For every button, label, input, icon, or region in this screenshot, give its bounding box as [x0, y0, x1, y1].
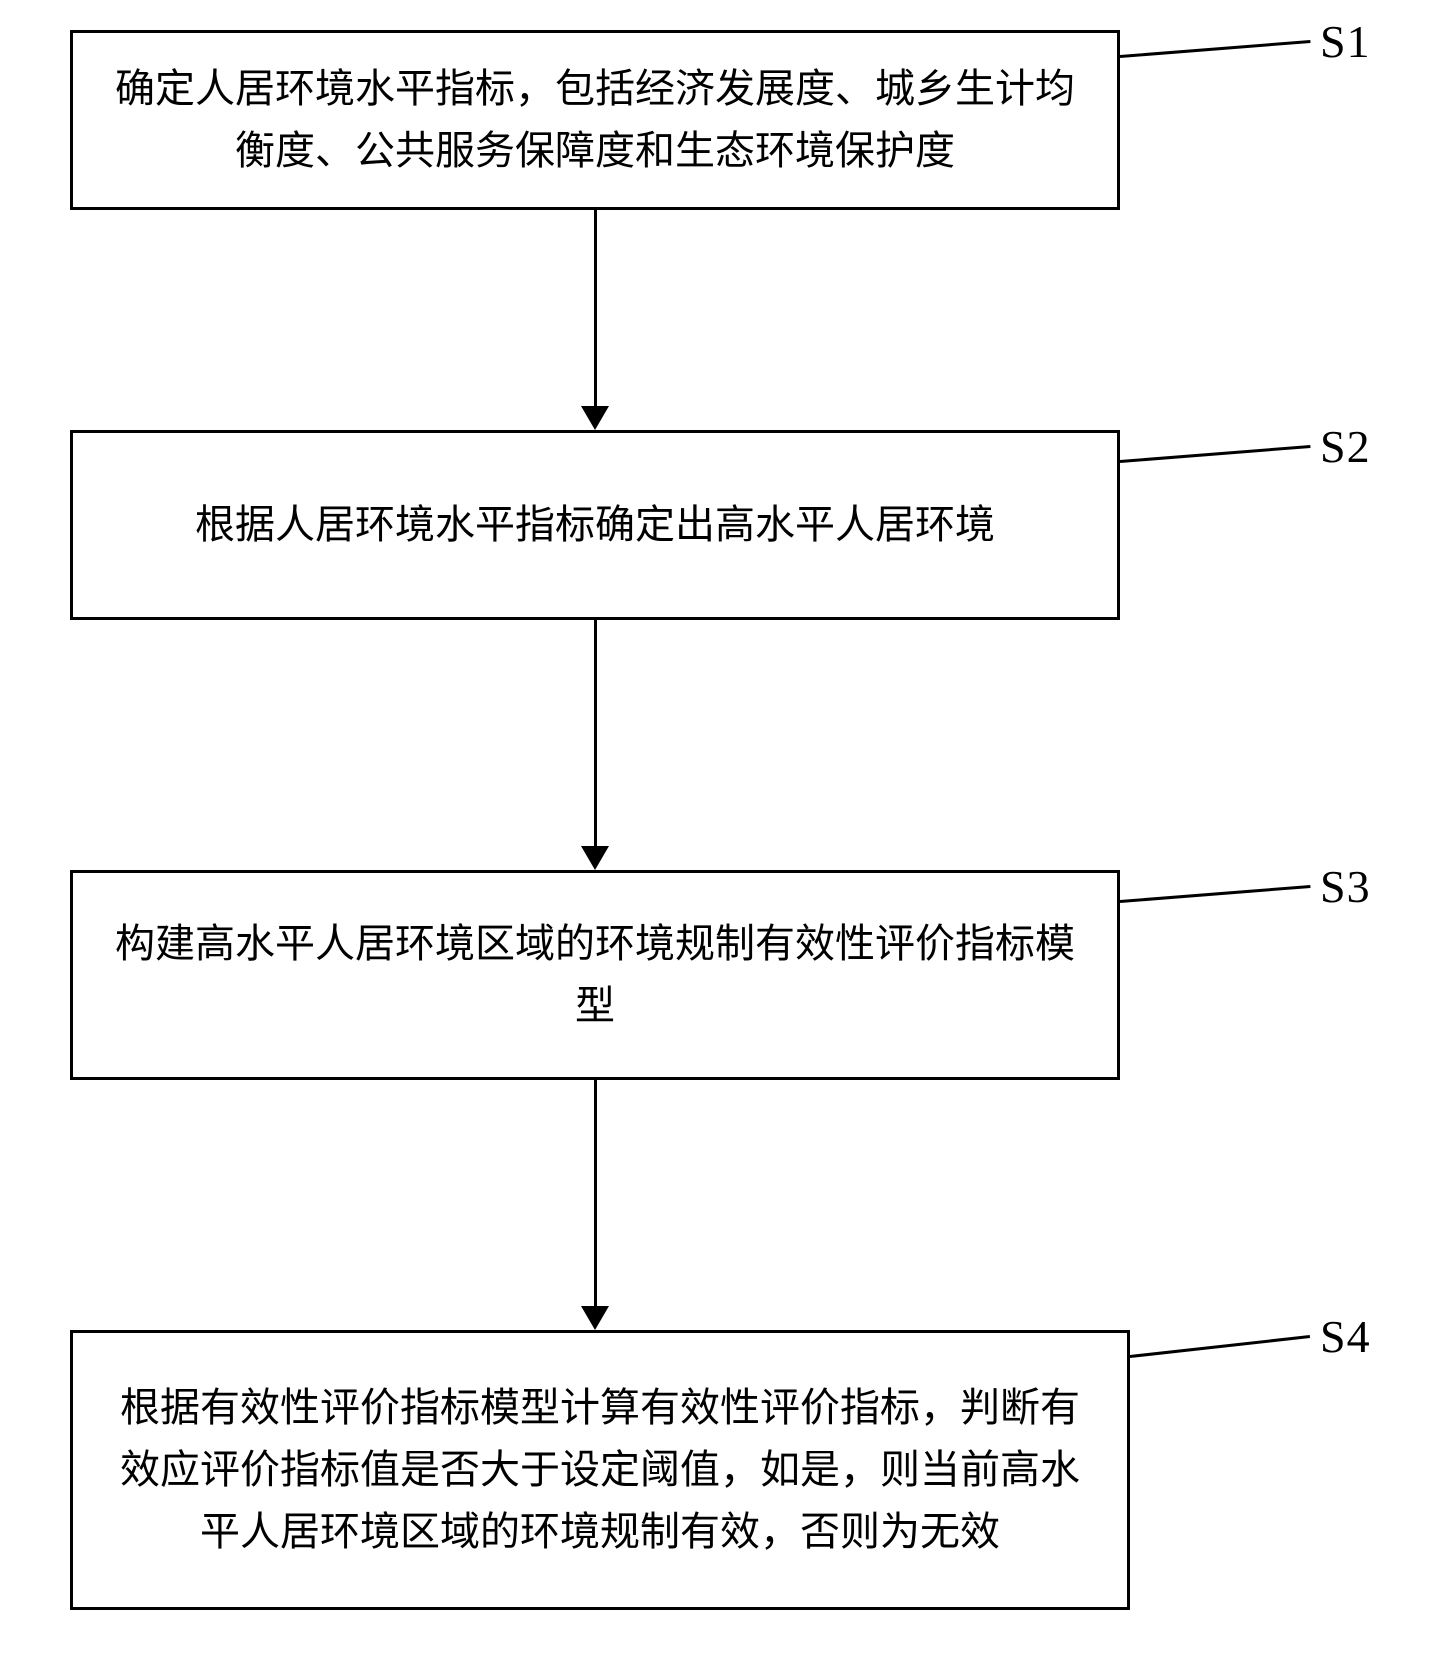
leader-line [1120, 40, 1310, 58]
leader-line [1120, 885, 1310, 903]
arrow-line [594, 1080, 597, 1306]
arrow-head-icon [581, 846, 609, 870]
step-label-s4: S4 [1320, 1310, 1371, 1363]
flow-node-n2: 根据人居环境水平指标确定出高水平人居环境 [70, 430, 1120, 620]
step-label-s2: S2 [1320, 420, 1371, 473]
flow-node-text: 构建高水平人居环境区域的环境规制有效性评价指标模型 [103, 913, 1087, 1037]
flow-node-text: 根据人居环境水平指标确定出高水平人居环境 [195, 494, 995, 556]
arrow-head-icon [581, 406, 609, 430]
step-label-s3: S3 [1320, 860, 1371, 913]
flowchart-canvas: 确定人居环境水平指标，包括经济发展度、城乡生计均衡度、公共服务保障度和生态环境保… [0, 0, 1443, 1662]
arrow-line [594, 620, 597, 846]
flow-node-text: 根据有效性评价指标模型计算有效性评价指标，判断有效应评价指标值是否大于设定阈值，… [103, 1377, 1097, 1563]
leader-line [1120, 445, 1310, 463]
leader-line [1130, 1335, 1310, 1358]
arrow-line [594, 210, 597, 406]
step-label-s1: S1 [1320, 15, 1371, 68]
flow-node-n3: 构建高水平人居环境区域的环境规制有效性评价指标模型 [70, 870, 1120, 1080]
arrow-head-icon [581, 1306, 609, 1330]
flow-node-n4: 根据有效性评价指标模型计算有效性评价指标，判断有效应评价指标值是否大于设定阈值，… [70, 1330, 1130, 1610]
flow-node-text: 确定人居环境水平指标，包括经济发展度、城乡生计均衡度、公共服务保障度和生态环境保… [103, 58, 1087, 182]
flow-node-n1: 确定人居环境水平指标，包括经济发展度、城乡生计均衡度、公共服务保障度和生态环境保… [70, 30, 1120, 210]
